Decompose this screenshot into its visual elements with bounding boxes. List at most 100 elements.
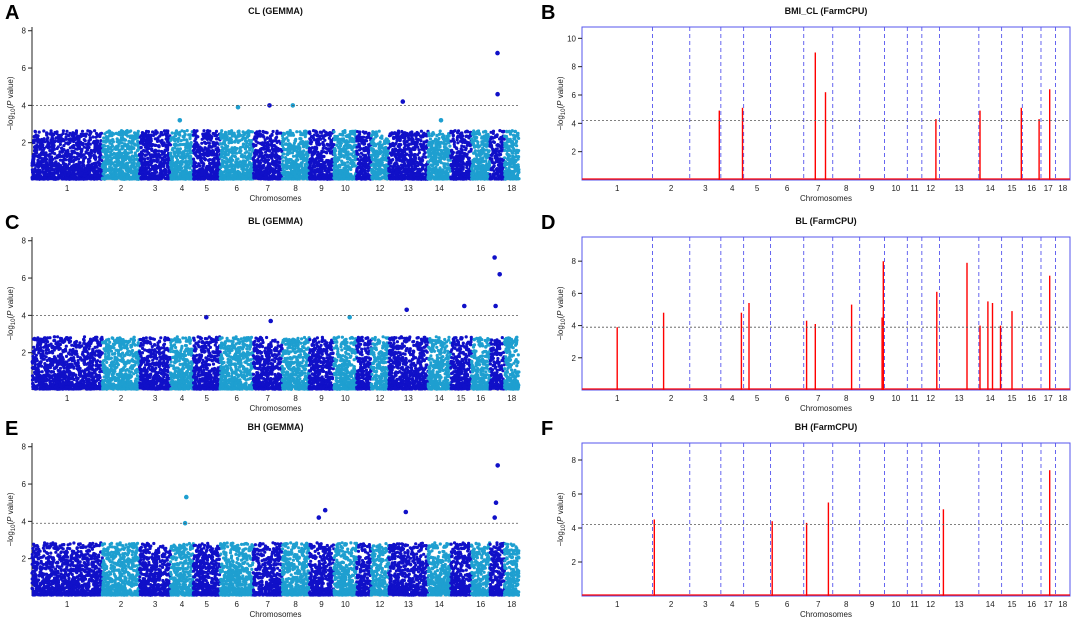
snp-point [252,145,255,148]
snp-point [38,176,41,179]
x-tick-label: 7 [266,184,271,193]
snp-point [238,164,241,167]
snp-point [50,133,53,136]
snp-point [230,157,233,160]
snp-point [163,160,166,163]
snp-point [102,162,105,165]
snp-point [332,130,335,133]
snp-point [154,176,157,179]
snp-point [298,137,301,140]
snp-point [107,154,110,157]
snp-point [30,176,33,179]
snp-point [322,135,325,138]
snp-point [94,174,97,177]
snp-point [158,155,161,158]
snp-point [321,155,324,158]
snp-point [235,158,238,161]
x-tick-label: 12 [375,184,384,193]
snp-point [150,149,153,152]
snp-point [189,155,192,158]
snp-point [120,161,123,164]
snp-point [238,171,241,174]
snp-point [76,153,79,156]
snp-point [261,172,264,175]
snp-point [238,177,241,180]
snp-point [115,164,118,167]
snp-points [30,129,520,181]
y-tick-label: 2 [22,139,27,148]
snp-point [293,172,296,175]
snp-point [119,167,122,170]
snp-point [136,149,139,152]
snp-point [366,172,369,175]
snp-point [147,138,150,141]
snp-point [346,174,349,177]
snp-point [289,145,292,148]
snp-point [227,153,230,156]
snp-point [95,143,98,146]
snp-point [246,132,249,135]
snp-point [130,156,133,159]
snp-point [308,172,311,175]
snp-point [359,155,362,158]
snp-point [75,173,78,176]
snp-point [80,172,83,175]
snp-point [333,168,336,171]
snp-point [179,147,182,150]
snp-point [91,135,94,138]
snp-point [93,151,96,154]
snp-point [205,137,208,140]
snp-point [269,177,272,180]
snp-point [154,131,157,134]
snp-point [231,135,234,138]
snp-point [69,177,72,180]
snp-point [207,151,210,154]
snp-point [114,168,117,171]
snp-point [166,140,169,143]
snp-point [43,157,46,160]
snp-point [143,164,146,167]
snp-point [192,145,195,148]
snp-point [82,142,85,145]
snp-point [196,165,199,168]
snp-point [289,174,292,177]
snp-point [93,140,96,143]
snp-point [286,143,289,146]
snp-point [198,164,201,167]
snp-point [136,144,139,147]
snp-point [264,158,267,161]
snp-point [143,170,146,173]
snp-point [209,170,212,173]
snp-point [140,146,143,149]
snp-point [123,131,126,134]
snp-point [293,149,296,152]
snp-point [274,177,277,180]
snp-point [144,133,147,136]
snp-point [55,165,58,168]
snp-point [171,165,174,168]
snp-point [319,131,322,134]
snp-point [253,154,256,157]
snp-point [321,158,324,161]
snp-point [166,147,169,150]
snp-point [141,131,144,134]
snp-point [72,150,75,153]
snp-point [102,156,105,159]
snp-point [61,169,64,172]
snp-point [305,170,308,173]
snp-point [192,149,195,152]
snp-point [200,177,203,180]
snp-point [308,147,311,150]
snp-point [167,157,170,160]
snp-point [110,167,113,170]
snp-point [77,167,80,170]
snp-point [130,151,133,154]
snp-point [216,177,219,180]
snp-point [221,163,224,166]
x-tick-label: 16 [476,184,485,193]
snp-point [40,157,43,160]
snp-point [233,146,236,149]
snp-point [204,142,207,145]
snp-point [295,154,298,157]
snp-point [277,160,280,163]
